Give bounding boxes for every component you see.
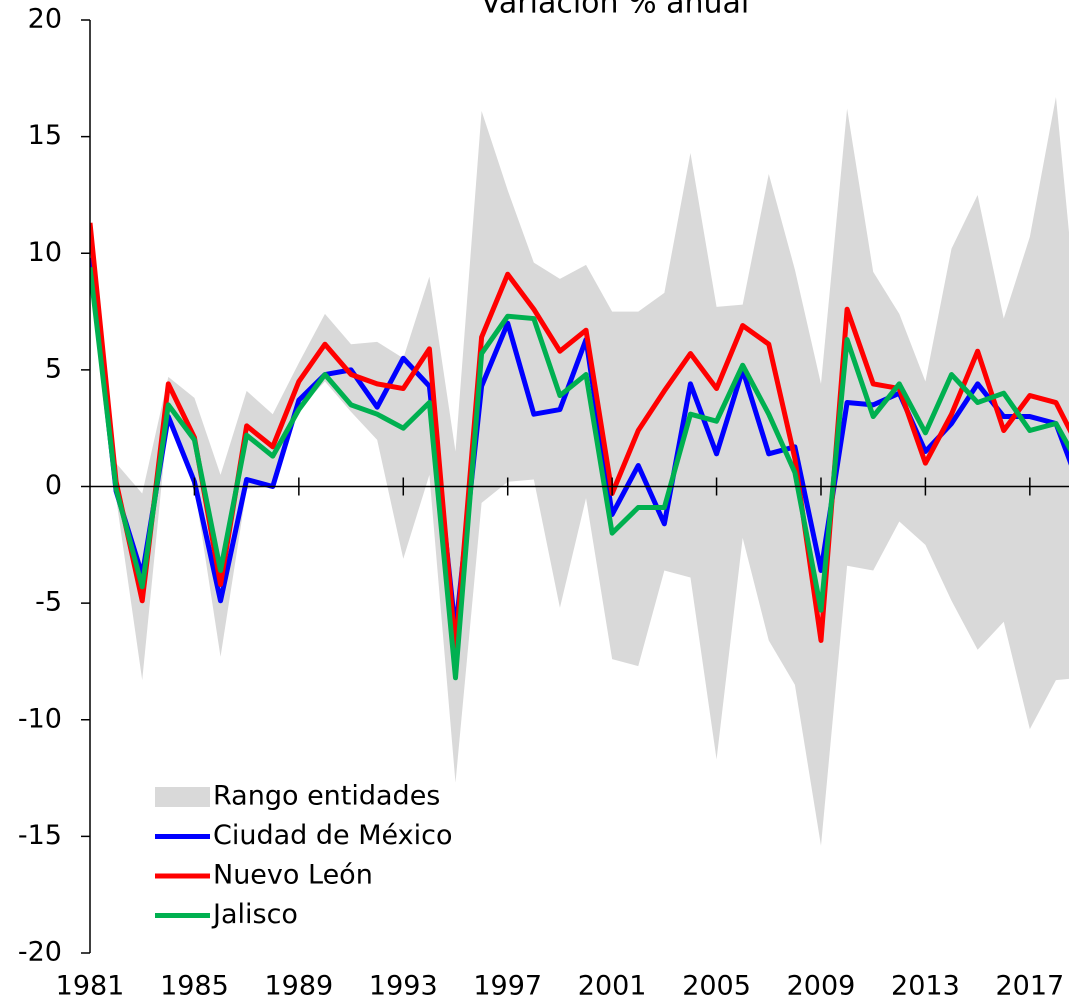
x-tick-label: 2017 (995, 971, 1064, 1002)
x-tick-label: 1993 (369, 971, 438, 1002)
range-area (90, 96, 1069, 846)
y-tick-label: 15 (28, 120, 62, 151)
y-tick-label: 0 (45, 470, 62, 501)
y-tick-label: -15 (18, 820, 62, 851)
legend-label: Nuevo León (213, 860, 373, 891)
legend-label: Rango entidades (213, 781, 440, 812)
x-tick-label: 1997 (473, 971, 542, 1002)
legend-swatch (155, 787, 210, 807)
plot-area (90, 96, 1069, 846)
series-line (90, 222, 1069, 653)
chart-title: Variación % anual (481, 0, 750, 21)
legend-label: Ciudad de México (213, 820, 452, 851)
y-tick-label: -5 (35, 587, 62, 618)
legend-label: Jalisco (211, 899, 298, 930)
y-tick-label: 5 (45, 353, 62, 384)
series-line (90, 266, 1069, 681)
x-tick-label: 2009 (787, 971, 856, 1002)
x-tick-label: 2013 (891, 971, 960, 1002)
x-tick-label: 2001 (578, 971, 647, 1002)
y-tick-label: -10 (18, 703, 62, 734)
x-tick-label: 1985 (160, 971, 229, 1002)
y-tick-label: -20 (18, 937, 62, 968)
x-tick-label: 1981 (56, 971, 125, 1002)
x-tick-label: 1989 (264, 971, 333, 1002)
y-tick-label: 10 (28, 237, 62, 268)
x-tick-label: 2005 (682, 971, 751, 1002)
y-tick-label: 20 (28, 4, 62, 35)
